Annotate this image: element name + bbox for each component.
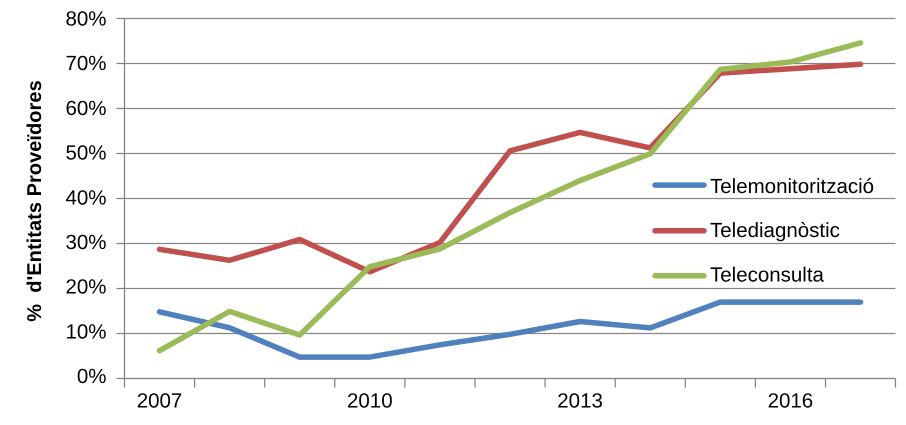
- svg-text:40%: 40%: [65, 186, 106, 209]
- svg-text:60%: 60%: [65, 97, 106, 120]
- svg-text:50%: 50%: [65, 142, 106, 165]
- svg-text:Telemonitorització: Telemonitorització: [710, 175, 874, 198]
- svg-text:0%: 0%: [77, 365, 107, 388]
- svg-text:% d'Entitats Proveïdores: % d'Entitats Proveïdores: [24, 80, 46, 322]
- svg-text:2013: 2013: [557, 390, 603, 413]
- svg-text:30%: 30%: [65, 231, 106, 254]
- svg-text:20%: 20%: [65, 276, 106, 299]
- svg-text:2010: 2010: [347, 390, 393, 413]
- svg-text:10%: 10%: [65, 320, 106, 343]
- svg-text:70%: 70%: [65, 52, 106, 75]
- svg-text:2007: 2007: [137, 390, 183, 413]
- svg-text:80%: 80%: [65, 8, 106, 31]
- svg-text:2016: 2016: [768, 390, 814, 413]
- svg-text:Telediagnòstic: Telediagnòstic: [710, 219, 840, 242]
- svg-text:Teleconsulta: Teleconsulta: [710, 264, 825, 287]
